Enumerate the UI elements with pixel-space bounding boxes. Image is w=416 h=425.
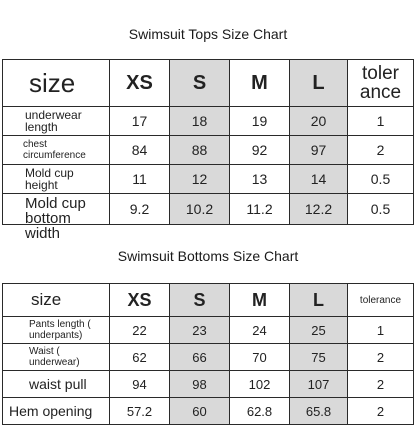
- cell-xs: 57.2: [110, 398, 170, 425]
- table-row: Mold cup bottom width 9.2 10.2 11.2 12.2…: [3, 194, 414, 225]
- row-label: Waist ( underwear): [3, 344, 110, 371]
- row-label: chest circumference: [3, 136, 110, 165]
- row-label: underwear length: [3, 107, 110, 136]
- cell-m: 92: [230, 136, 290, 165]
- cell-tolerance: 2: [348, 344, 414, 371]
- tops-chart-title: Swimsuit Tops Size Chart: [0, 26, 416, 42]
- cell-tolerance: 0.5: [348, 165, 414, 194]
- cell-tolerance: 2: [348, 371, 414, 398]
- cell-l: 25: [290, 317, 348, 344]
- cell-tolerance: 2: [348, 398, 414, 425]
- cell-xs: 22: [110, 317, 170, 344]
- bottoms-chart-title: Swimsuit Bottoms Size Chart: [0, 248, 416, 264]
- cell-xs: 94: [110, 371, 170, 398]
- cell-tolerance: 1: [348, 317, 414, 344]
- header-size-s: S: [170, 284, 230, 317]
- header-size-m: M: [230, 284, 290, 317]
- table-row: chest circumference 84 88 92 97 2: [3, 136, 414, 165]
- header-size-xs: XS: [110, 284, 170, 317]
- cell-xs: 11: [110, 165, 170, 194]
- header-size-xs: XS: [110, 60, 170, 107]
- cell-m: 62.8: [230, 398, 290, 425]
- cell-tolerance: 0.5: [348, 194, 414, 225]
- table-row: Mold cup height 11 12 13 14 0.5: [3, 165, 414, 194]
- cell-l: 65.8: [290, 398, 348, 425]
- header-size-label: size: [3, 284, 110, 317]
- header-size-label: size: [3, 60, 110, 107]
- cell-s: 60: [170, 398, 230, 425]
- tops-size-table: size XS S M L toler ance underwear lengt…: [2, 59, 414, 225]
- cell-m: 13: [230, 165, 290, 194]
- cell-tolerance: 1: [348, 107, 414, 136]
- cell-l: 20: [290, 107, 348, 136]
- cell-l: 107: [290, 371, 348, 398]
- cell-m: 70: [230, 344, 290, 371]
- table-row: Waist ( underwear) 62 66 70 75 2: [3, 344, 414, 371]
- table-row: waist pull 94 98 102 107 2: [3, 371, 414, 398]
- cell-tolerance: 2: [348, 136, 414, 165]
- table-header-row: size XS S M L toler ance: [3, 60, 414, 107]
- cell-s: 66: [170, 344, 230, 371]
- row-label: waist pull: [3, 371, 110, 398]
- cell-s: 12: [170, 165, 230, 194]
- table-row: Pants length ( underpants) 22 23 24 25 1: [3, 317, 414, 344]
- header-size-l: L: [290, 60, 348, 107]
- cell-s: 88: [170, 136, 230, 165]
- cell-xs: 17: [110, 107, 170, 136]
- row-label: Hem opening: [3, 398, 110, 425]
- header-size-s: S: [170, 60, 230, 107]
- header-size-m: M: [230, 60, 290, 107]
- cell-l: 75: [290, 344, 348, 371]
- cell-l: 12.2: [290, 194, 348, 225]
- cell-m: 102: [230, 371, 290, 398]
- row-label: Pants length ( underpants): [3, 317, 110, 344]
- row-label-text: Mold cup bottom width: [25, 196, 109, 224]
- table-row: Hem opening 57.2 60 62.8 65.8 2: [3, 398, 414, 425]
- row-label: Mold cup height: [3, 165, 110, 194]
- row-label: Mold cup bottom width: [3, 194, 110, 225]
- cell-xs: 84: [110, 136, 170, 165]
- cell-m: 11.2: [230, 194, 290, 225]
- cell-xs: 9.2: [110, 194, 170, 225]
- cell-m: 19: [230, 107, 290, 136]
- header-size-l: L: [290, 284, 348, 317]
- cell-s: 23: [170, 317, 230, 344]
- cell-s: 10.2: [170, 194, 230, 225]
- cell-l: 97: [290, 136, 348, 165]
- cell-s: 98: [170, 371, 230, 398]
- header-tolerance: tolerance: [348, 284, 414, 317]
- cell-m: 24: [230, 317, 290, 344]
- cell-l: 14: [290, 165, 348, 194]
- header-tolerance: toler ance: [348, 60, 414, 107]
- table-row: underwear length 17 18 19 20 1: [3, 107, 414, 136]
- cell-s: 18: [170, 107, 230, 136]
- bottoms-size-table: size XS S M L tolerance Pants length ( u…: [2, 283, 414, 425]
- cell-xs: 62: [110, 344, 170, 371]
- table-header-row: size XS S M L tolerance: [3, 284, 414, 317]
